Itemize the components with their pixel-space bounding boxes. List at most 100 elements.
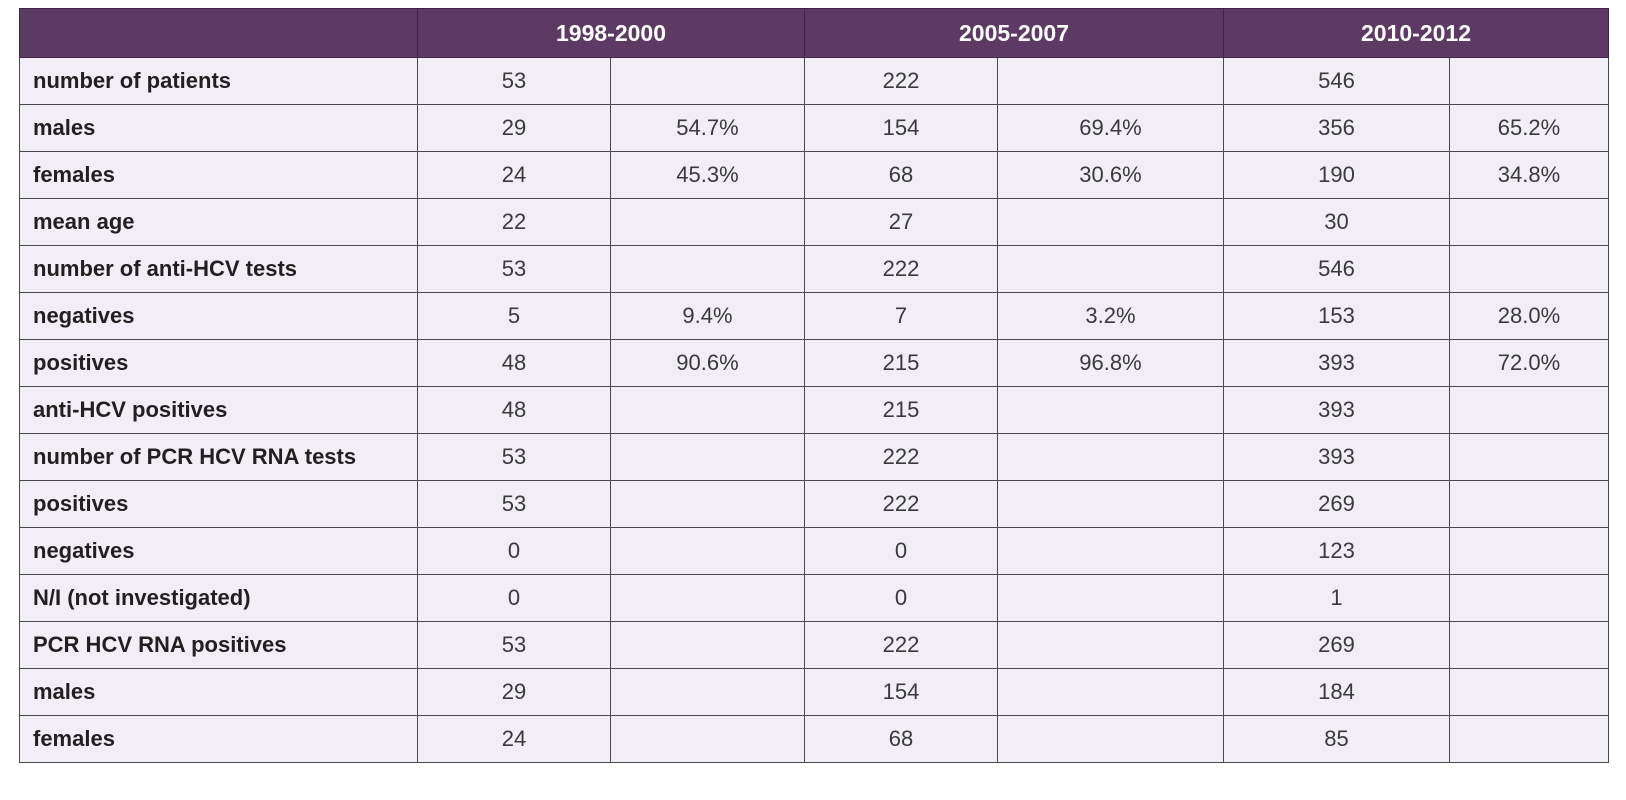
count-cell: 22 (417, 198, 611, 246)
percent-cell (997, 574, 1224, 622)
row-label: males (19, 104, 418, 152)
row-label: positives (19, 480, 418, 528)
count-cell: 29 (417, 668, 611, 716)
hcv-data-table: 1998-2000 2005-2007 2010-2012 number of … (19, 8, 1609, 763)
count-cell: 546 (1223, 57, 1450, 105)
table-row: PCR HCV RNA positives 53 222 269 (19, 621, 1609, 669)
header-period-2: 2005-2007 (804, 8, 1224, 58)
percent-cell: 3.2% (997, 292, 1224, 340)
percent-cell (610, 480, 805, 528)
count-cell: 0 (804, 574, 998, 622)
count-cell: 53 (417, 621, 611, 669)
percent-cell (610, 57, 805, 105)
table-row: females 24 68 85 (19, 715, 1609, 763)
count-cell: 393 (1223, 386, 1450, 434)
count-cell: 215 (804, 386, 998, 434)
table-row: negatives 0 0 123 (19, 527, 1609, 575)
percent-cell (1449, 433, 1609, 481)
percent-cell (1449, 668, 1609, 716)
percent-cell (610, 574, 805, 622)
row-label: males (19, 668, 418, 716)
count-cell: 222 (804, 621, 998, 669)
header-row: 1998-2000 2005-2007 2010-2012 (19, 8, 1609, 58)
count-cell: 53 (417, 57, 611, 105)
count-cell: 68 (804, 715, 998, 763)
count-cell: 222 (804, 433, 998, 481)
percent-cell (610, 198, 805, 246)
row-label: females (19, 151, 418, 199)
percent-cell (1449, 621, 1609, 669)
table-row: negatives 5 9.4% 7 3.2% 153 28.0% (19, 292, 1609, 340)
count-cell: 269 (1223, 480, 1450, 528)
count-cell: 184 (1223, 668, 1450, 716)
row-label: anti-HCV positives (19, 386, 418, 434)
count-cell: 190 (1223, 151, 1450, 199)
table-row: number of patients 53 222 546 (19, 57, 1609, 105)
row-label: positives (19, 339, 418, 387)
percent-cell (610, 386, 805, 434)
count-cell: 5 (417, 292, 611, 340)
count-cell: 53 (417, 245, 611, 293)
table-row: positives 48 90.6% 215 96.8% 393 72.0% (19, 339, 1609, 387)
count-cell: 0 (417, 527, 611, 575)
count-cell: 154 (804, 668, 998, 716)
percent-cell (997, 433, 1224, 481)
percent-cell (1449, 198, 1609, 246)
percent-cell (997, 198, 1224, 246)
percent-cell (610, 527, 805, 575)
data-table-container: 1998-2000 2005-2007 2010-2012 number of … (19, 8, 1609, 763)
table-row: number of PCR HCV RNA tests 53 222 393 (19, 433, 1609, 481)
row-label: N/I (not investigated) (19, 574, 418, 622)
table-row: mean age 22 27 30 (19, 198, 1609, 246)
count-cell: 123 (1223, 527, 1450, 575)
count-cell: 215 (804, 339, 998, 387)
count-cell: 53 (417, 433, 611, 481)
row-label: mean age (19, 198, 418, 246)
percent-cell: 54.7% (610, 104, 805, 152)
count-cell: 48 (417, 339, 611, 387)
percent-cell: 72.0% (1449, 339, 1609, 387)
count-cell: 546 (1223, 245, 1450, 293)
percent-cell: 45.3% (610, 151, 805, 199)
percent-cell (1449, 527, 1609, 575)
row-label: number of PCR HCV RNA tests (19, 433, 418, 481)
row-label: number of anti-HCV tests (19, 245, 418, 293)
table-header: 1998-2000 2005-2007 2010-2012 (19, 8, 1609, 58)
percent-cell (997, 245, 1224, 293)
count-cell: 30 (1223, 198, 1450, 246)
header-corner-cell (19, 8, 418, 58)
count-cell: 393 (1223, 339, 1450, 387)
percent-cell (1449, 386, 1609, 434)
table-row: number of anti-HCV tests 53 222 546 (19, 245, 1609, 293)
count-cell: 154 (804, 104, 998, 152)
table-body: number of patients 53 222 546 males 29 54.7% 15… (19, 57, 1609, 763)
header-period-3: 2010-2012 (1223, 8, 1609, 58)
percent-cell (610, 715, 805, 763)
table-row: positives 53 222 269 (19, 480, 1609, 528)
percent-cell (997, 480, 1224, 528)
row-label: number of patients (19, 57, 418, 105)
row-label: females (19, 715, 418, 763)
percent-cell: 96.8% (997, 339, 1224, 387)
count-cell: 393 (1223, 433, 1450, 481)
percent-cell (997, 527, 1224, 575)
row-label: negatives (19, 292, 418, 340)
count-cell: 269 (1223, 621, 1450, 669)
percent-cell (610, 668, 805, 716)
percent-cell (997, 668, 1224, 716)
percent-cell (1449, 574, 1609, 622)
percent-cell (1449, 480, 1609, 528)
percent-cell: 30.6% (997, 151, 1224, 199)
percent-cell (1449, 715, 1609, 763)
count-cell: 7 (804, 292, 998, 340)
percent-cell (997, 715, 1224, 763)
percent-cell: 65.2% (1449, 104, 1609, 152)
table-row: males 29 154 184 (19, 668, 1609, 716)
count-cell: 48 (417, 386, 611, 434)
percent-cell: 9.4% (610, 292, 805, 340)
count-cell: 356 (1223, 104, 1450, 152)
count-cell: 153 (1223, 292, 1450, 340)
count-cell: 29 (417, 104, 611, 152)
count-cell: 0 (417, 574, 611, 622)
count-cell: 222 (804, 57, 998, 105)
